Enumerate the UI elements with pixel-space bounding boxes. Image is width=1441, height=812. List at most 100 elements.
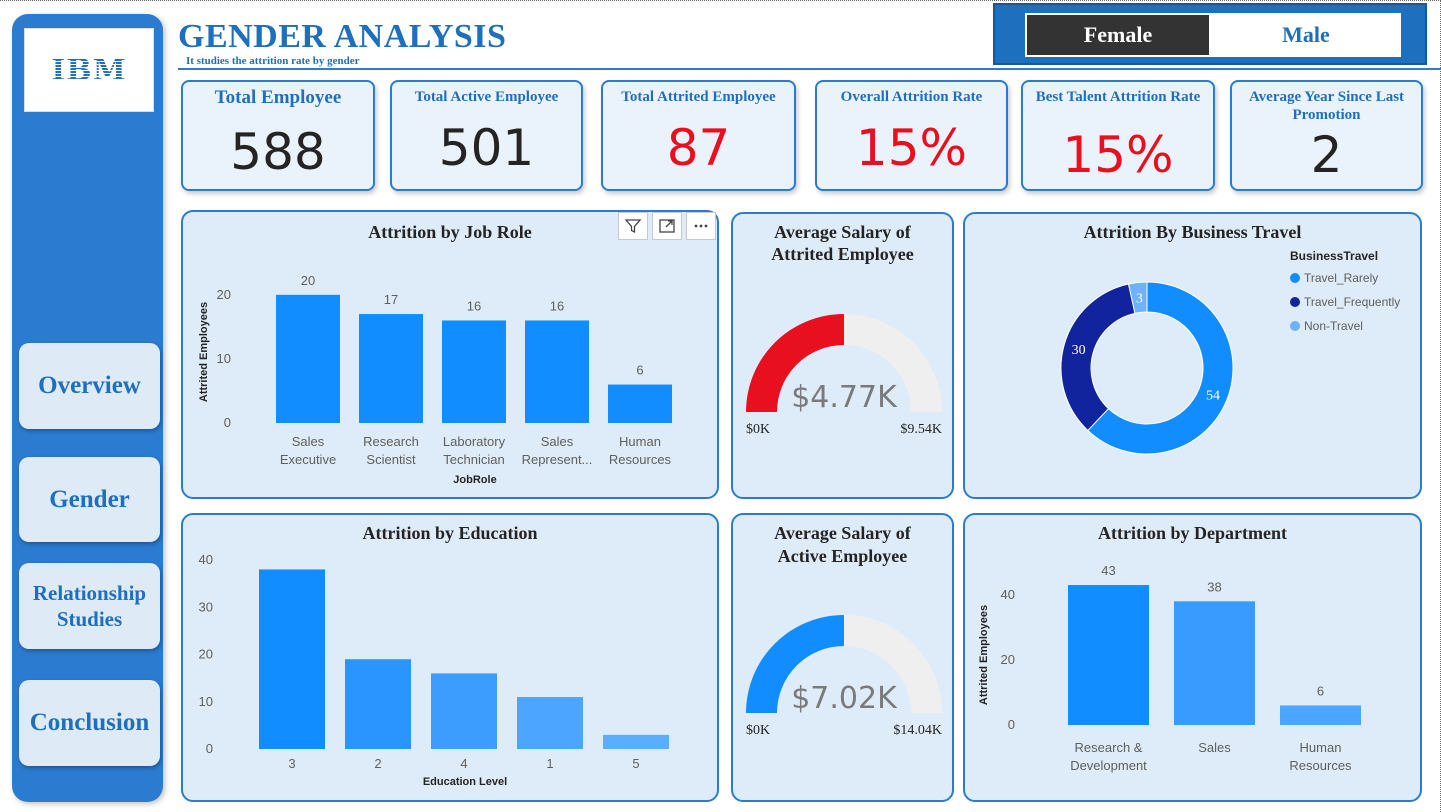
y-tick-label: 40 (199, 552, 213, 567)
y-tick-label: 30 (199, 599, 213, 614)
x-tick-label: Research (363, 434, 419, 449)
page-subtitle: It studies the attrition rate by gender (186, 55, 360, 67)
bar-data-label: 6 (1317, 683, 1324, 698)
male-toggle-button[interactable]: Male (1211, 13, 1401, 57)
legend-dot (1290, 297, 1300, 307)
gauge-fill (746, 314, 844, 412)
nav-gender-button[interactable]: Gender (19, 457, 160, 542)
bar (1174, 601, 1255, 725)
x-tick-label: Sales (292, 434, 325, 449)
panel-avg-salary-attrited: Average Salary of Attrited Employee $4.7… (731, 212, 954, 499)
donut-slice (1087, 281, 1234, 455)
bar (276, 294, 340, 423)
bar (442, 320, 506, 423)
gauge-fill (746, 615, 844, 713)
x-axis-title: JobRole (453, 474, 496, 486)
donut-slice (1060, 283, 1136, 432)
y-axis-title: Attrited Employees (978, 605, 990, 705)
nav-relationship-label-line1: Relationship (32, 581, 147, 605)
x-tick-label: 5 (632, 756, 639, 771)
education-bar-chart: 0 10 20 30 40 3 2 4 1 5 Education Level (199, 552, 669, 788)
x-tick-label: 1 (546, 756, 553, 771)
bar (345, 659, 411, 749)
gauge-max-label: $14.04K (893, 723, 942, 738)
gauge-min-label: $0K (746, 723, 770, 738)
y-tick-label: 0 (1008, 717, 1015, 732)
kpi-card-avg-year-since-promotion: Average Year Since Last Promotion 2 (1230, 80, 1423, 191)
legend-dot (1290, 273, 1300, 283)
kpi-value: 15% (855, 119, 968, 177)
bar (259, 569, 325, 749)
x-tick-label: 4 (460, 756, 467, 771)
gender-slicer: Female Male (993, 3, 1427, 65)
x-tick-label: Scientist (366, 452, 416, 467)
chart-title: Attrition By Business Travel (1083, 222, 1302, 242)
legend-item-non-travel[interactable]: Non-Travel (1290, 319, 1400, 333)
bar (1280, 705, 1361, 725)
page-title: GENDER ANALYSIS (178, 18, 507, 55)
gauge-value-label: $7.02K (791, 681, 898, 716)
x-tick-label: Sales (1198, 740, 1231, 755)
nav-relationship-label-line2: Studies (56, 607, 123, 631)
x-tick-label: Development (1070, 758, 1147, 773)
panel-attrition-by-business-travel: Attrition By Business Travel 54 30 3 (963, 212, 1422, 499)
business-travel-legend: BusinessTravel Travel_Rarely Travel_Freq… (1290, 249, 1400, 343)
nav-overview-button[interactable]: Overview (19, 343, 160, 429)
kpi-value: 15% (1062, 126, 1174, 184)
kpi-title: Total Attrited Employee (621, 89, 776, 105)
panel-attrition-by-department: Attrition by Department 0 20 40 43 Research … (963, 513, 1422, 802)
legend-label: Non-Travel (1304, 319, 1363, 333)
x-tick-label: Laboratory (443, 434, 506, 449)
x-tick-label: Represent... (522, 452, 593, 467)
x-tick-label: Executive (280, 452, 336, 467)
x-axis-title: Education Level (423, 776, 507, 788)
legend-item-travel-rarely[interactable]: Travel_Rarely (1290, 271, 1400, 285)
x-tick-label: Human (619, 434, 661, 449)
y-tick-label: 20 (217, 287, 231, 302)
active-salary-gauge: $7.02K $0K $14.04K (746, 615, 942, 738)
chart-title: Attrition by Education (362, 523, 538, 543)
kpi-value: 501 (438, 119, 535, 177)
kpi-value: 87 (666, 119, 731, 177)
bar (517, 697, 583, 749)
more-options-icon[interactable] (686, 212, 716, 240)
legend-title: BusinessTravel (1290, 249, 1379, 263)
focus-mode-icon[interactable] (652, 212, 682, 240)
female-toggle-button[interactable]: Female (1025, 13, 1211, 57)
kpi-title: Total Active Employee (414, 89, 559, 105)
kpi-card-total-active-employee: Total Active Employee 501 (390, 80, 583, 191)
panel-avg-salary-active: Average Salary of Active Employee $7.02K… (731, 513, 954, 802)
y-tick-label: 10 (199, 694, 213, 709)
chart-title-line1: Average Salary of (774, 222, 911, 242)
bar (359, 314, 423, 423)
business-travel-donut-chart: 54 30 3 (1060, 281, 1234, 455)
kpi-title: Average Year Since Last Promotion (1248, 89, 1405, 123)
y-tick-label: 20 (199, 647, 213, 662)
kpi-card-total-employee: Total Employee 588 (181, 80, 375, 191)
y-tick-label: 20 (1001, 652, 1015, 667)
gauge-max-label: $9.54K (900, 422, 942, 437)
x-tick-label: 3 (288, 756, 295, 771)
ibm-logo: IBM (24, 28, 154, 112)
bar-data-label: 17 (384, 292, 398, 307)
x-tick-label: 2 (374, 756, 381, 771)
chart-title: Attrition by Job Role (368, 222, 532, 242)
x-tick-label: Resources (1289, 758, 1352, 773)
donut-slice (1127, 281, 1148, 314)
bar-data-label: 20 (301, 273, 315, 288)
header-divider (178, 68, 1441, 70)
legend-item-travel-frequently[interactable]: Travel_Frequently (1290, 295, 1400, 309)
filter-icon[interactable] (618, 212, 648, 240)
nav-conclusion-button[interactable]: Conclusion (19, 680, 160, 766)
bar-data-label: 6 (636, 363, 643, 378)
x-tick-label: Sales (541, 434, 574, 449)
donut-data-label: 3 (1136, 291, 1143, 306)
x-tick-label: Human (1300, 740, 1342, 755)
kpi-card-overall-attrition-rate: Overall Attrition Rate 15% (815, 80, 1008, 191)
chart-title-line1: Average Salary of (774, 523, 911, 543)
kpi-title: Best Talent Attrition Rate (1035, 89, 1201, 105)
gauge-value-label: $4.77K (791, 380, 898, 415)
nav-relationship-studies-button[interactable]: Relationship Studies (19, 563, 160, 649)
kpi-card-total-attrited-employee: Total Attrited Employee 87 (601, 80, 796, 191)
job-role-bar-chart: 0 10 20 20 Sales Executive 17 Research Scientist… (198, 273, 672, 486)
